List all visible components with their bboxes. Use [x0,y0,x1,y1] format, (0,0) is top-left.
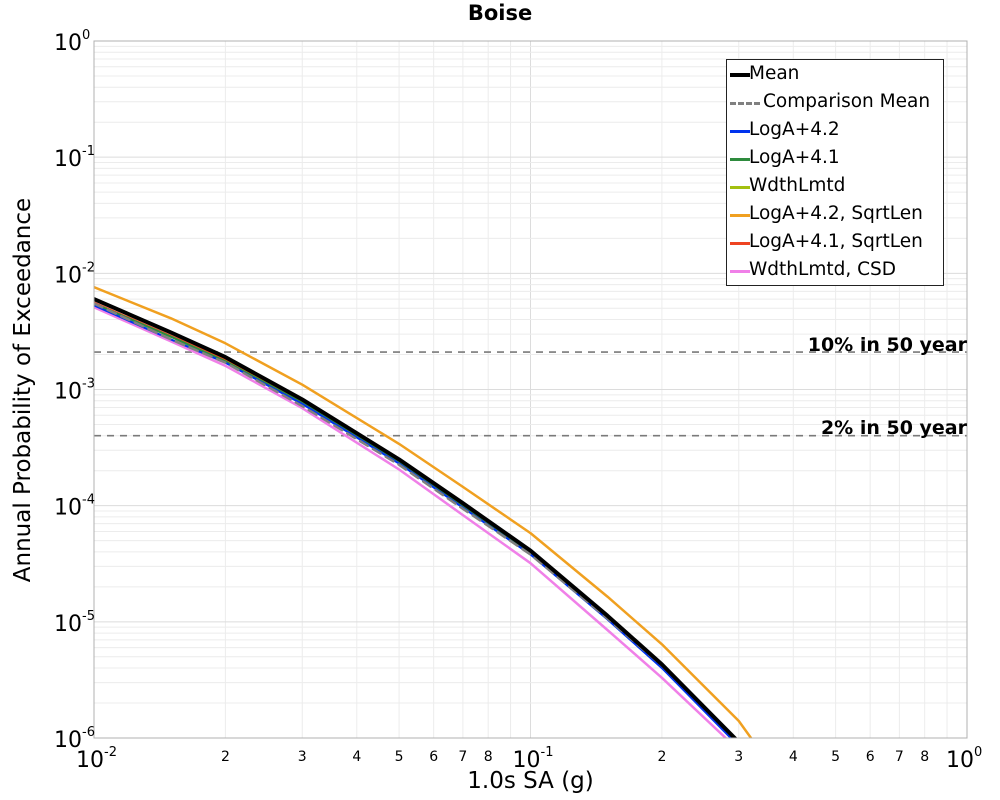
x-minor-tick-label: 7 [458,749,467,765]
x-minor-tick-label: 3 [734,749,743,765]
reference-label-10pct: 10% in 50 year [807,334,967,356]
tick-base: 10 [54,263,82,288]
x-minor-tick-label: 5 [831,749,840,765]
tick-base: 10 [54,31,82,56]
reference-label-2pct: 2% in 50 year [820,417,967,439]
legend-item-wdthlmtd-csd: WdthLmtd, CSD [727,257,943,285]
y-tick-label: 10-4 [54,493,95,521]
y-tick-label: 10-3 [54,377,95,405]
legend-item-loga-4-1-sqrtlen: LogA+4.1, SqrtLen [727,229,943,257]
series-line-mean [94,297,738,738]
x-minor-tick-label: 6 [866,749,875,765]
x-minor-tick-label: 8 [484,749,493,765]
y-tick-label: 10-1 [54,144,95,172]
legend-swatch-loga-4-1 [730,158,750,161]
x-minor-tick-label: 4 [789,749,798,765]
series-line-loga-4-2-sqrtlen [94,285,753,738]
legend-item-mean: Mean [727,61,943,89]
legend-label: LogA+4.2 [749,119,840,140]
x-minor-tick-label: 2 [657,749,666,765]
legend-item-loga-4-2-sqrtlen: LogA+4.2, SqrtLen [727,201,943,229]
legend-label: Comparison Mean [763,91,931,112]
tick-exponent: 0 [82,28,90,43]
legend-swatch-comparison-mean [730,102,760,105]
tick-exponent: -2 [82,260,95,275]
x-minor-tick-label: 8 [920,749,929,765]
y-tick-label: 100 [54,28,90,56]
series-line-comparison-mean [94,302,737,738]
legend-label: LogA+4.1 [749,147,840,168]
x-minor-tick-label: 4 [352,749,361,765]
legend-swatch-loga-4-1-sqrtlen [730,242,750,245]
x-minor-tick-label: 2 [221,749,230,765]
x-tick-label: 10-2 [76,745,117,773]
x-tick-label: 100 [946,745,982,773]
tick-base: 10 [54,612,82,637]
legend-item-loga-4-2: LogA+4.2 [727,117,943,145]
x-minor-tick-label: 3 [298,749,307,765]
y-tick-label: 10-2 [54,260,95,288]
series-lines [94,285,753,738]
legend: Mean Comparison Mean LogA+4.2 LogA+4.1 W… [726,59,944,286]
legend-label: LogA+4.1, SqrtLen [749,231,923,252]
legend-label: WdthLmtd [749,175,846,196]
x-tick-label: 10-1 [513,745,554,773]
tick-exponent: -5 [82,609,95,624]
tick-base: 10 [54,380,82,405]
legend-swatch-loga-4-2-sqrtlen [730,214,750,217]
tick-base: 10 [54,728,82,753]
tick-base: 10 [946,748,974,773]
legend-item-loga-4-1: LogA+4.1 [727,145,943,173]
legend-label: WdthLmtd, CSD [749,259,897,280]
legend-swatch-loga-4-2 [730,130,750,133]
plot-border [93,40,968,739]
tick-exponent: -3 [82,377,95,392]
plot-frame [93,40,968,739]
tick-base: 10 [513,748,541,773]
legend-swatch-mean [730,73,750,77]
tick-base: 10 [54,147,82,172]
tick-exponent: -6 [82,725,95,740]
tick-exponent: -1 [541,745,554,760]
x-minor-tick-label: 6 [429,749,438,765]
x-minor-tick-label: 7 [895,749,904,765]
tick-exponent: -1 [82,144,95,159]
tick-exponent: -4 [82,493,95,508]
x-minor-tick-label: 5 [395,749,404,765]
chart-title: Boise [467,1,533,25]
legend-label: LogA+4.2, SqrtLen [749,203,923,224]
legend-item-comparison-mean: Comparison Mean [727,89,943,117]
y-axis-label: Annual Probability of Exceedance [10,197,36,583]
legend-swatch-wdthlmtd-csd [730,270,750,273]
tick-exponent: 0 [974,745,982,760]
legend-swatch-wdthlmtd [730,186,750,189]
x-axis-label: 1.0s SA (g) [467,768,594,794]
series-line-wdthlmtd-csd [94,306,727,738]
tick-base: 10 [76,748,104,773]
y-tick-label: 10-6 [54,725,95,753]
legend-item-wdthlmtd: WdthLmtd [727,173,943,201]
tick-base: 10 [54,496,82,521]
legend-label: Mean [749,63,800,84]
tick-exponent: -2 [104,745,117,760]
y-tick-label: 10-5 [54,609,95,637]
